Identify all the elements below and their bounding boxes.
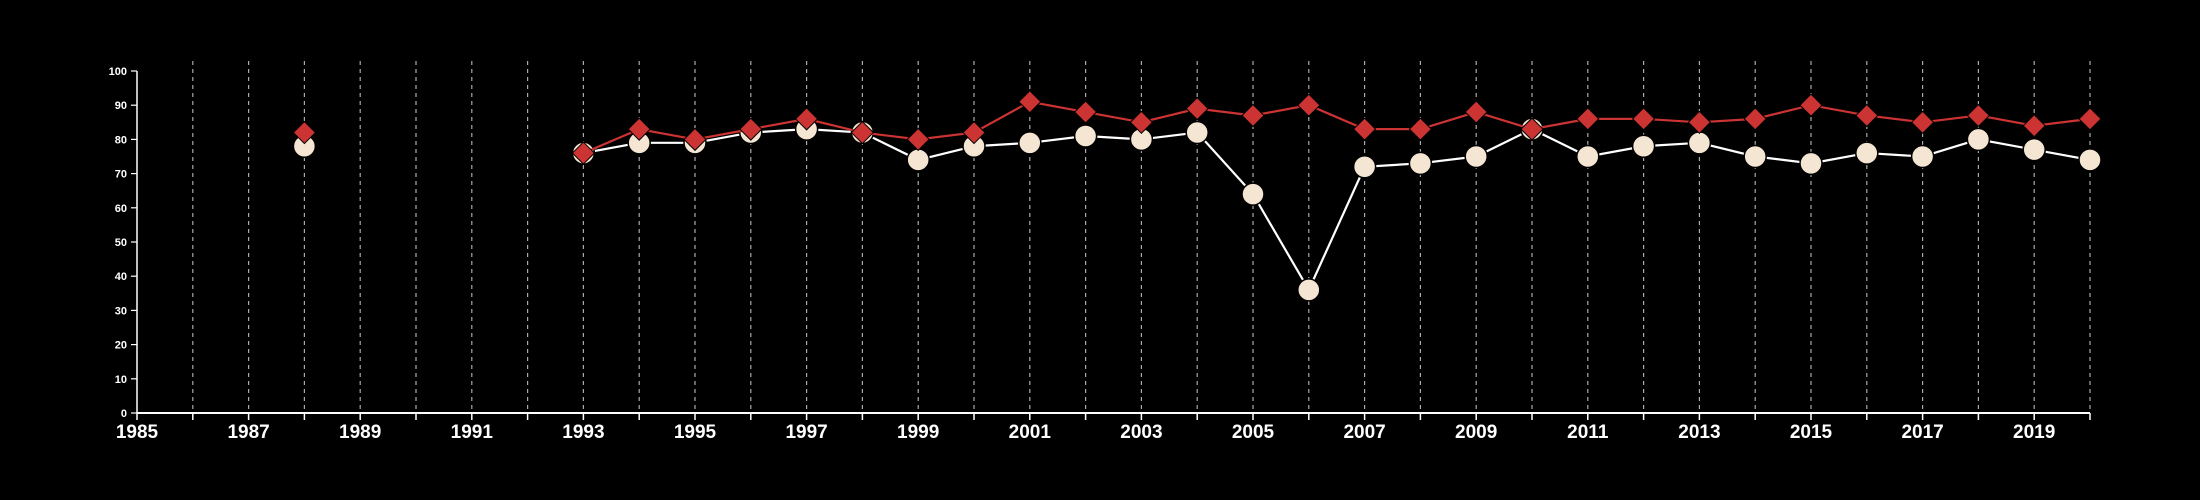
data-point-diamond	[794, 107, 819, 131]
data-point-circle	[1464, 144, 1488, 169]
y-tick-label: 0	[121, 408, 127, 420]
data-point-circle	[1408, 151, 1433, 176]
data-point-diamond	[1520, 117, 1544, 141]
data-point-circle	[1576, 144, 1600, 169]
data-point-circle	[1687, 131, 1712, 155]
y-axis-ticks: 0 10 20 30 40 50 60 70 80 90 100	[109, 66, 137, 420]
y-tick-label: 80	[115, 134, 127, 146]
data-point-diamond	[1408, 117, 1433, 141]
x-tick-label: 2007	[1343, 422, 1385, 443]
data-point-diamond	[1464, 100, 1488, 124]
data-point-diamond	[1966, 103, 1991, 128]
data-point-circle	[906, 148, 930, 172]
x-tick-label: 1989	[339, 422, 381, 443]
data-point-circle	[1241, 182, 1265, 206]
data-point-circle	[1966, 127, 1991, 152]
data-point-diamond	[1185, 96, 1209, 121]
x-tick-label: 2015	[1790, 422, 1833, 443]
x-tick-label: 1985	[116, 422, 159, 443]
y-tick-label: 40	[115, 271, 127, 283]
data-point-diamond	[739, 117, 763, 141]
y-tick-label: 50	[115, 237, 127, 249]
data-point-circle	[1855, 141, 1879, 165]
x-tick-label: 2003	[1120, 422, 1162, 443]
x-tick-label: 1999	[897, 422, 939, 443]
data-point-diamond	[906, 127, 930, 152]
x-axis-ticks: 1985 1987 1989 1991 1993 1995 1997 1999 2001 2003…	[116, 413, 2091, 443]
x-tick-label: 1997	[785, 422, 827, 443]
y-tick-label: 60	[115, 203, 127, 215]
series-line	[583, 127, 2091, 293]
data-point-diamond	[292, 120, 317, 145]
data-point-diamond	[571, 141, 596, 165]
data-point-circle	[1185, 120, 1209, 145]
series-circle	[292, 117, 2102, 302]
data-point-diamond	[1073, 100, 1098, 124]
data-point-diamond	[1297, 93, 1321, 117]
x-tick-label: 1991	[451, 422, 494, 443]
data-point-diamond	[1910, 110, 1935, 135]
y-tick-label: 30	[115, 305, 127, 317]
x-tick-label: 2009	[1455, 422, 1497, 443]
data-point-circle	[2078, 148, 2102, 172]
y-tick-label: 10	[115, 374, 127, 386]
data-point-circle	[2022, 137, 2046, 162]
x-tick-label: 2013	[1678, 422, 1720, 443]
data-point-circle	[1910, 144, 1935, 169]
data-point-diamond	[683, 127, 707, 152]
series-layer	[292, 90, 2102, 302]
data-point-diamond	[2078, 107, 2102, 131]
data-point-diamond	[1352, 117, 1377, 141]
x-tick-label: 1987	[227, 422, 269, 443]
x-tick-label: 1993	[562, 422, 604, 443]
y-tick-label: 20	[115, 340, 127, 352]
data-point-diamond	[1687, 110, 1712, 135]
data-point-diamond	[1631, 107, 1656, 131]
data-point-circle	[1297, 278, 1321, 302]
data-point-diamond	[1241, 103, 1265, 128]
axes	[136, 71, 2090, 414]
x-tick-label: 2019	[2013, 422, 2055, 443]
x-tick-label: 2011	[1567, 422, 1609, 443]
data-point-diamond	[850, 120, 875, 145]
data-point-circle	[1799, 151, 1823, 176]
data-point-diamond	[1855, 103, 1879, 128]
y-tick-label: 70	[115, 169, 127, 181]
data-point-circle	[1073, 124, 1098, 148]
y-tick-label: 100	[109, 66, 127, 78]
series-line	[582, 100, 2091, 155]
data-point-circle	[1631, 134, 1656, 158]
data-point-circle	[1018, 131, 1042, 155]
data-point-diamond	[962, 120, 986, 145]
x-tick-label: 2005	[1232, 422, 1275, 443]
data-point-diamond	[1799, 93, 1823, 117]
y-tick-label: 90	[115, 100, 127, 112]
x-tick-label: 2001	[1009, 422, 1052, 443]
series-diamond	[292, 90, 2102, 165]
data-point-diamond	[627, 117, 651, 141]
data-point-diamond	[1576, 107, 1600, 131]
x-tick-label: 1995	[674, 422, 717, 443]
data-point-diamond	[2022, 114, 2046, 138]
data-point-diamond	[1018, 90, 1042, 114]
data-point-circle	[1352, 155, 1377, 179]
x-tick-label: 2017	[1901, 422, 1943, 443]
data-point-diamond	[1129, 110, 1154, 135]
data-point-circle	[1743, 144, 1767, 169]
data-point-diamond	[1743, 107, 1767, 131]
